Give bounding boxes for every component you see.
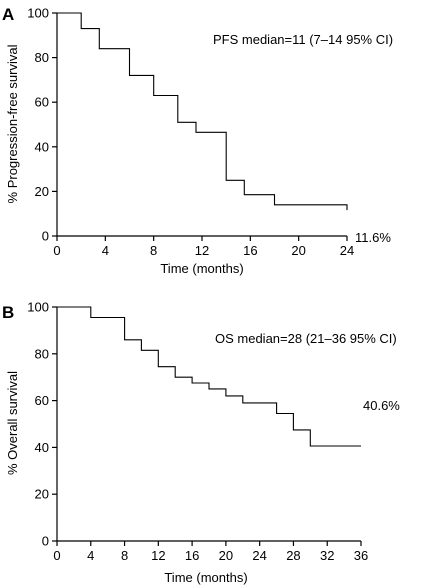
panel-a-x-tick-label: 20	[291, 243, 305, 258]
panel-b-x-tick-label: 36	[354, 548, 368, 563]
panel-b-x-tick-label: 4	[87, 548, 94, 563]
panel-b-x-tick-label: 0	[53, 548, 60, 563]
panel-b-x-tick-label: 20	[219, 548, 233, 563]
panel-a-x-tick-label: 16	[243, 243, 257, 258]
panel-b-x-tick-label: 16	[185, 548, 199, 563]
panel-a-y-tick-label: 100	[27, 6, 49, 21]
panel-b-letter: B	[2, 303, 14, 322]
panel-b-x-axis-title: Time (months)	[164, 570, 247, 585]
panel-b-y-tick-label: 100	[27, 300, 49, 315]
panel-a-survival-curve	[57, 12, 348, 211]
panel-a-x-tick-label: 24	[340, 243, 354, 258]
panel-b-y-tick-label: 60	[35, 393, 49, 408]
panel-a-y-tick-label: 20	[35, 184, 49, 199]
panel-b-y-tick-label: 80	[35, 346, 49, 361]
panel-b-survival-curve	[57, 306, 361, 447]
panel-a-end-value-label: 11.6%	[355, 230, 391, 245]
panel-b-median-annotation: OS median=28 (21–36 95% CI)	[215, 331, 397, 346]
panel-b-x-tick-label: 32	[320, 548, 334, 563]
panel-a-x-tick-label: 12	[195, 243, 209, 258]
panel-b-y-tick-label: 40	[35, 440, 49, 455]
panel-b-end-value-label: 40.6%	[363, 398, 400, 413]
panel-b-x-tick-label: 28	[286, 548, 300, 563]
panel-b-x-tick-label: 12	[151, 548, 165, 563]
panel-a-letter: A	[2, 5, 14, 24]
panel-a-median-annotation: PFS median=11 (7–14 95% CI)	[213, 32, 393, 47]
panel-b-y-tick-label: 20	[35, 487, 49, 502]
panel-a-x-tick-label: 4	[102, 243, 109, 258]
panel-a-y-tick-label: 80	[35, 50, 49, 65]
panel-a-y-tick-label: 0	[42, 229, 49, 244]
panel-a-y-tick-label: 40	[35, 139, 49, 154]
panel-b-x-tick-label: 8	[121, 548, 128, 563]
panel-a-x-tick-label: 8	[150, 243, 157, 258]
panel-b-x-tick-label: 24	[252, 548, 266, 563]
panel-a-x-axis-title: Time (months)	[160, 261, 243, 276]
panel-a-x-tick-label: 0	[53, 243, 60, 258]
panel-b-y-tick-label: 0	[42, 534, 49, 549]
panel-b-y-axis-title: % Overall survival	[5, 371, 20, 475]
panel-a-y-tick-label: 60	[35, 95, 49, 110]
panel-a-y-axis-title: % Progression-free survival	[5, 44, 20, 203]
panel-b-chart: B % Overall survival Time (months) OS me…	[2, 300, 400, 586]
panel-a-chart: A % Progression-free survival Time (mont…	[2, 5, 393, 276]
